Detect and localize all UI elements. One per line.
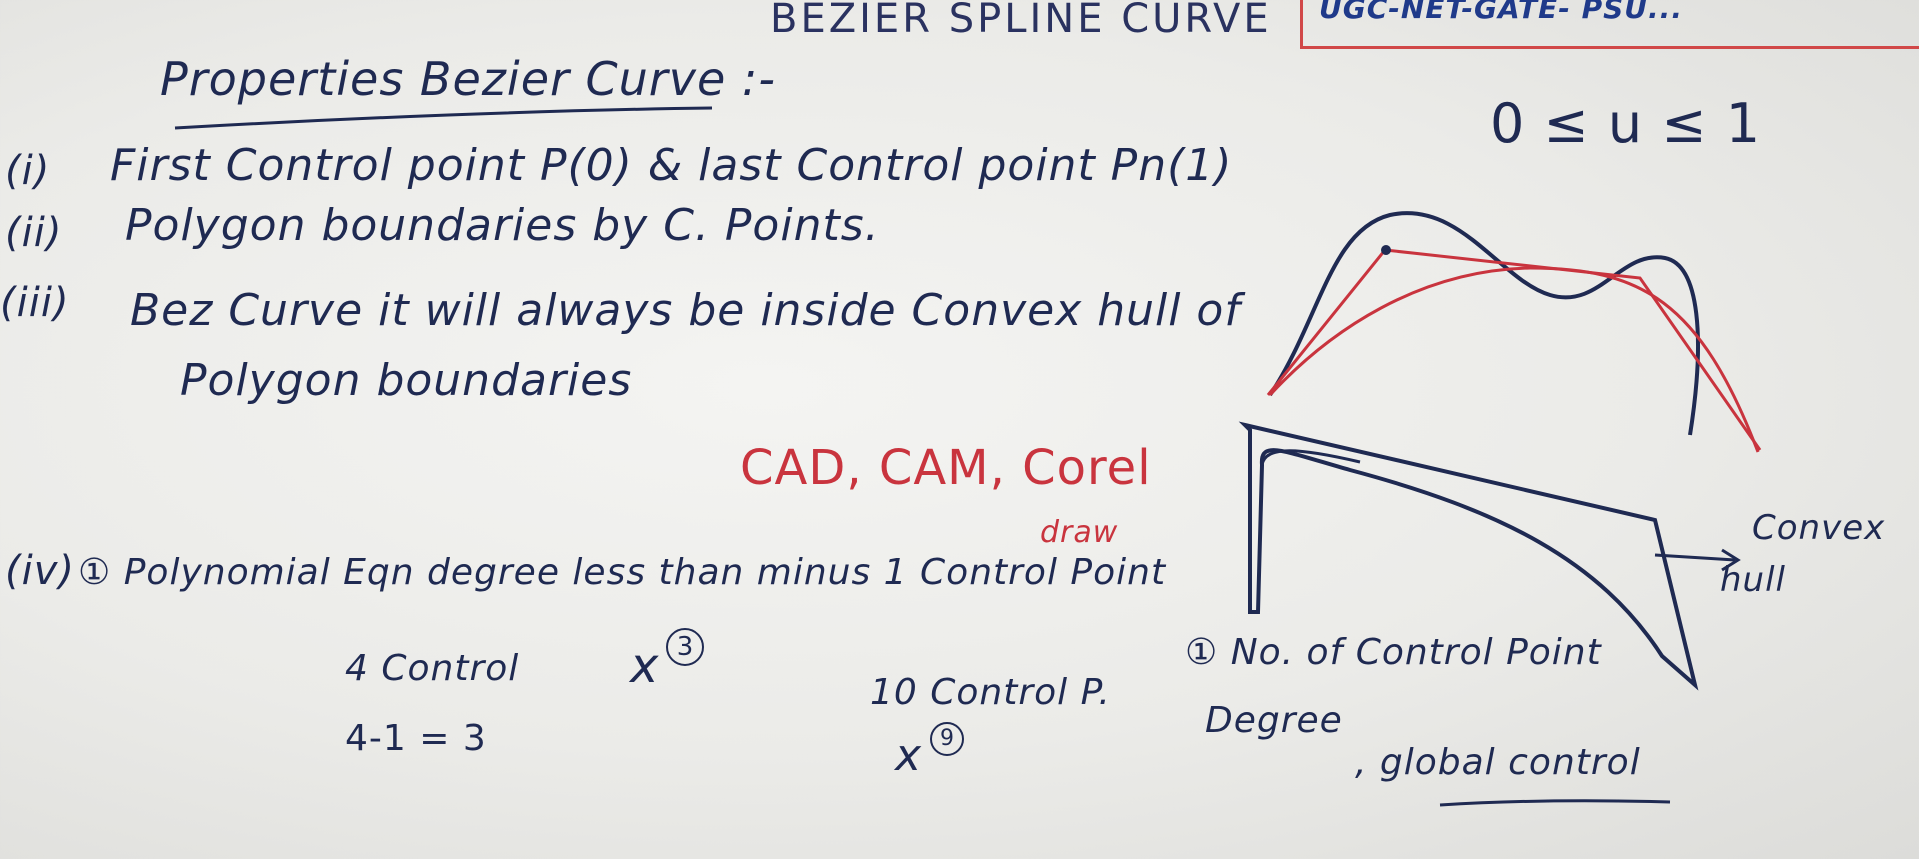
convex-hull-outer	[1238, 421, 1699, 691]
convex-hull-inner	[1260, 449, 1361, 466]
x-cubed-base: x	[630, 638, 660, 694]
x-ninth-exponent: 9	[930, 722, 964, 756]
item-1-number: (i)	[5, 148, 51, 194]
item-4-number: (iv)	[5, 548, 75, 594]
bezier-curve-dark	[1268, 211, 1700, 436]
hull-label: hull	[1720, 560, 1786, 600]
item-1-text: First Control point P(0) & last Control …	[110, 140, 1233, 191]
convex-label: Convex	[1752, 508, 1886, 548]
item-2-text: Polygon boundaries by C. Points.	[125, 200, 880, 251]
note-degree: Degree	[1205, 700, 1343, 741]
bezier-curve-red	[1268, 266, 1760, 453]
item-3-text: Bez Curve it will always be inside Conve…	[130, 285, 1241, 336]
control-polygon-red	[1266, 248, 1762, 451]
channel-logo-text: UGC-NET-GATE- PSU...	[1319, 0, 1683, 25]
example-10-control: 10 Control P.	[870, 672, 1111, 713]
board-title: BEZIER SPLINE CURVE	[770, 0, 1272, 42]
example-4-control: 4 Control	[345, 648, 520, 689]
heading-underline	[174, 106, 713, 130]
parameter-range: 0 ≤ u ≤ 1	[1490, 92, 1762, 155]
control-point-dot	[1381, 245, 1391, 255]
note-global-control: , global control	[1355, 742, 1641, 783]
section-heading: Properties Bezier Curve :-	[160, 52, 776, 106]
red-note-draw: draw	[1040, 515, 1119, 550]
item-2-number: (ii)	[5, 210, 63, 256]
item-3-number: (iii)	[0, 280, 70, 326]
x-ninth-base: x	[895, 730, 923, 781]
global-control-underline	[1439, 799, 1671, 807]
convex-hull-pointer-head	[1721, 548, 1741, 572]
example-degree-calc: 4-1 = 3	[345, 718, 487, 759]
channel-logo-banner: UGC-NET-GATE- PSU...	[1300, 0, 1919, 49]
item-3-continuation: Polygon boundaries	[180, 355, 633, 406]
note-control-points: ① No. of Control Point	[1185, 632, 1602, 673]
item-4-text: ① Polynomial Eqn degree less than minus …	[78, 552, 1167, 593]
convex-hull-pointer	[1654, 553, 1736, 562]
x-cubed-exponent: 3	[666, 628, 704, 666]
red-note-software: CAD, CAM, Corel	[740, 440, 1152, 496]
